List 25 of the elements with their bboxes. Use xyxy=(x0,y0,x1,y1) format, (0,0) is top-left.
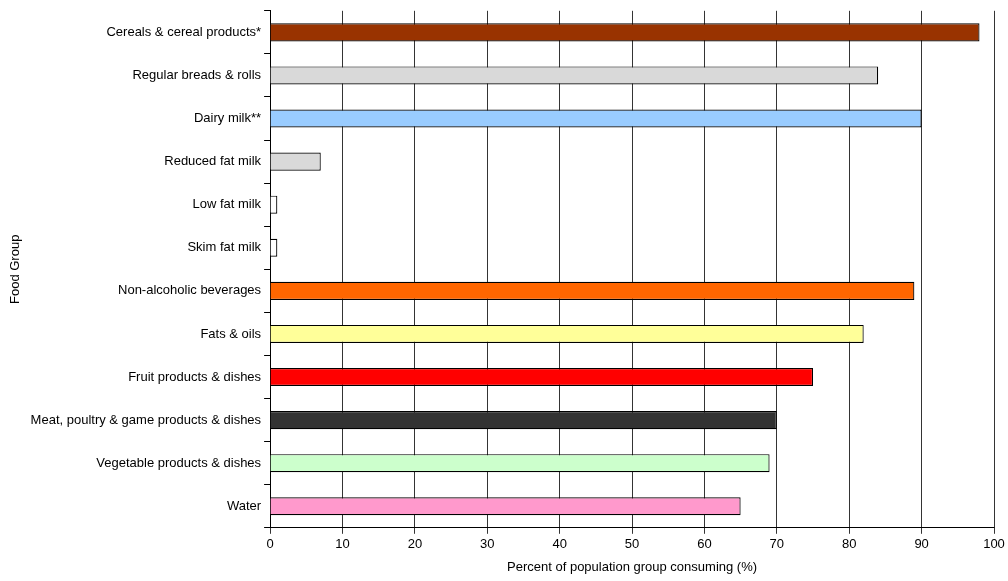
x-tick-label: 20 xyxy=(407,536,423,552)
y-tick-label: Meat, poultry & game products & dishes xyxy=(30,411,262,427)
y-tick-label: Reduced fat milk xyxy=(164,153,262,169)
y-tick-label: Skim fat milk xyxy=(187,239,262,255)
x-tick-label: 50 xyxy=(624,536,640,552)
x-axis-title: Percent of population group consuming (%) xyxy=(507,558,758,574)
x-tick-label: 10 xyxy=(335,536,350,552)
y-tick-label: Dairy milk** xyxy=(193,110,262,126)
y-tick-label: Fats & oils xyxy=(200,325,262,341)
y-tick-label: Regular breads & rolls xyxy=(132,67,262,82)
y-tick-label: Fruit products & dishes xyxy=(128,368,262,384)
x-tick-label: 30 xyxy=(480,536,495,552)
y-tick-label: Vegetable products & dishes xyxy=(96,454,262,470)
y-tick-label: Low fat milk xyxy=(192,196,262,212)
x-tick-label: 60 xyxy=(697,536,712,552)
x-tick-label: 0 xyxy=(266,536,274,552)
x-tick-label: 40 xyxy=(552,536,567,552)
x-tick-label: 80 xyxy=(841,536,857,552)
y-tick-label: Non-alcoholic beverages xyxy=(118,282,262,298)
x-tick-label: 70 xyxy=(769,536,785,552)
x-tick-label: 90 xyxy=(914,536,929,552)
y-tick-label: Cereals & cereal products* xyxy=(106,23,262,39)
y-tick-label: Water xyxy=(226,497,262,513)
y-axis-title: Food Group xyxy=(7,234,23,304)
x-tick-label: 100 xyxy=(983,536,1005,552)
